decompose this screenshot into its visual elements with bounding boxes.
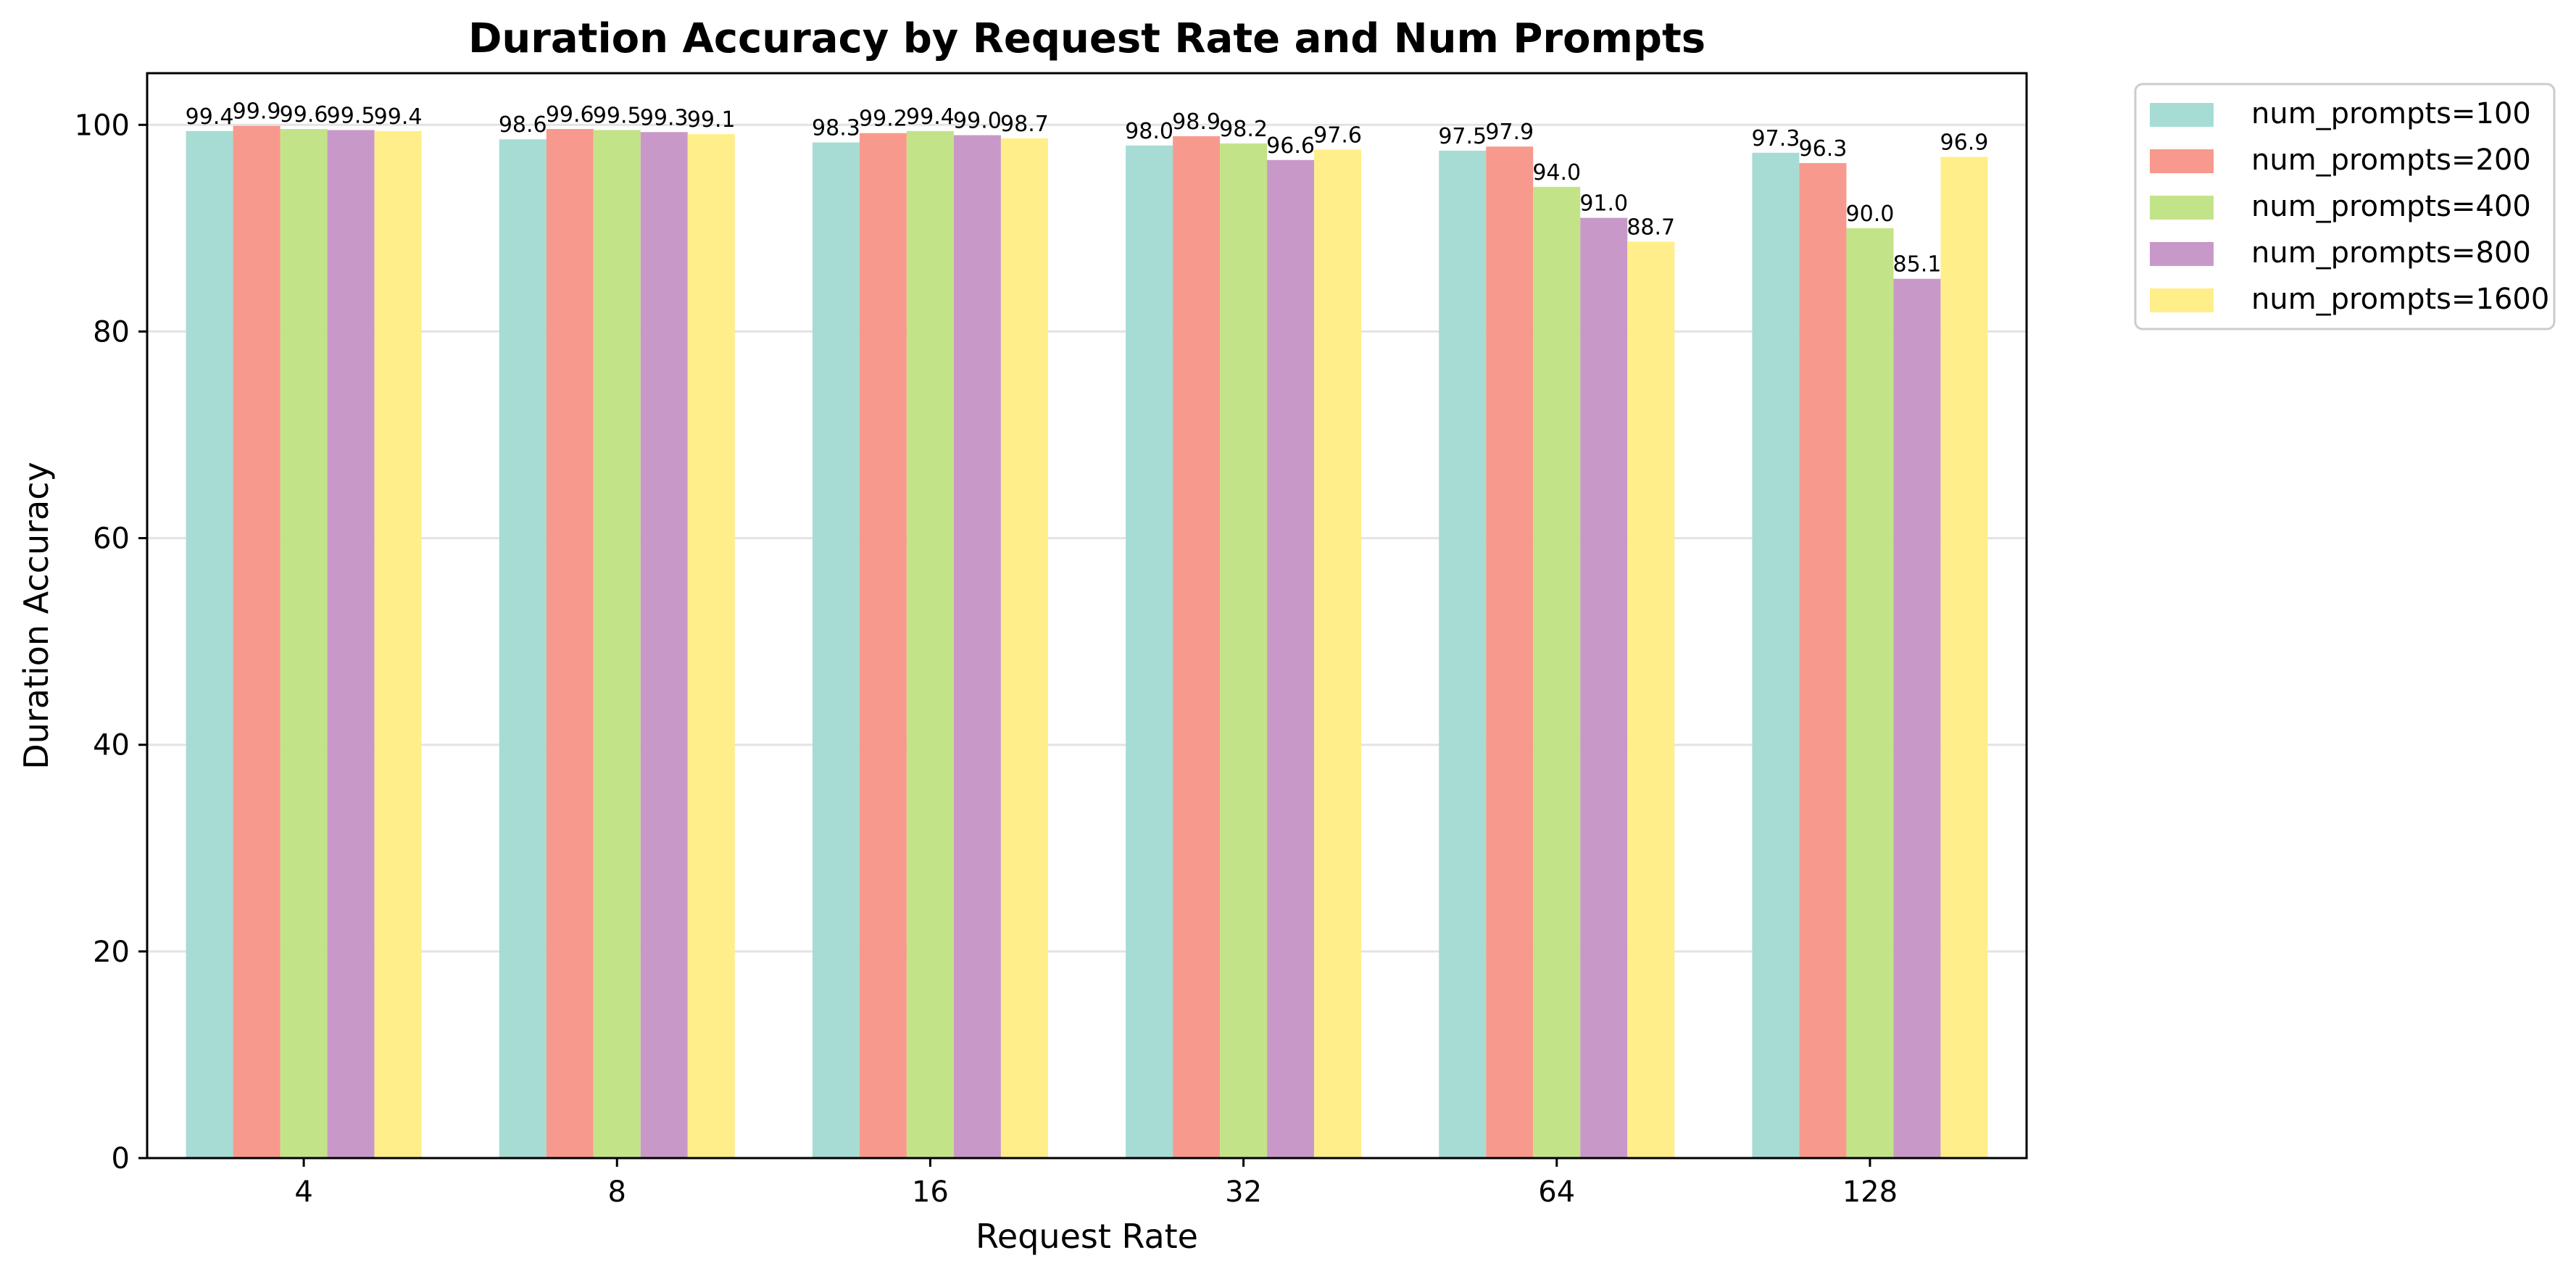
data-label: 99.9 — [233, 99, 281, 125]
bar — [1893, 278, 1941, 1158]
data-label: 96.9 — [1940, 130, 1989, 155]
bar — [1752, 152, 1800, 1158]
data-label: 99.5 — [593, 103, 641, 128]
data-label: 88.7 — [1626, 215, 1675, 240]
data-label: 99.1 — [687, 107, 736, 133]
y-tick-label: 20 — [93, 936, 130, 969]
bar — [640, 132, 688, 1158]
legend-swatch — [2150, 196, 2214, 220]
bars — [186, 125, 1988, 1159]
data-label: 98.6 — [499, 112, 547, 138]
data-label: 98.9 — [1172, 109, 1221, 135]
data-label: 98.0 — [1125, 119, 1173, 144]
data-label: 91.0 — [1579, 191, 1628, 217]
x-tick-label: 128 — [1842, 1175, 1898, 1209]
data-label: 98.2 — [1219, 117, 1268, 142]
bar — [1486, 146, 1534, 1158]
bar — [812, 142, 860, 1159]
data-label: 98.3 — [812, 116, 860, 141]
chart-title: Duration Accuracy by Request Rate and Nu… — [468, 15, 1705, 62]
bar — [953, 135, 1001, 1159]
y-tick-label: 60 — [93, 523, 130, 556]
bar — [327, 130, 375, 1158]
bar — [687, 134, 735, 1158]
x-tick-label: 8 — [608, 1175, 626, 1209]
bar — [233, 125, 281, 1158]
bar — [1846, 228, 1894, 1158]
y-axis-label: Duration Accuracy — [17, 462, 56, 769]
data-label: 96.6 — [1266, 133, 1315, 159]
data-label: 99.6 — [546, 102, 594, 128]
data-label: 97.3 — [1752, 126, 1800, 151]
bar — [1000, 138, 1048, 1158]
legend: num_prompts=100 num_prompts=200 num_prompt… — [2134, 83, 2556, 330]
legend-box — [2134, 83, 2556, 330]
bar — [1940, 157, 1988, 1158]
bar — [499, 139, 547, 1158]
y-tick-label: 100 — [75, 109, 130, 142]
legend-swatch — [2150, 103, 2214, 127]
legend-label: num_prompts=800 — [2251, 236, 2531, 270]
bar — [859, 133, 907, 1159]
bar — [593, 130, 641, 1158]
bar — [374, 130, 422, 1159]
data-label: 94.0 — [1532, 160, 1581, 186]
data-label: 90.0 — [1846, 201, 1895, 227]
bar — [1627, 241, 1675, 1159]
x-tick-label: 64 — [1538, 1175, 1575, 1209]
bar — [1799, 163, 1847, 1159]
data-label: 99.3 — [640, 105, 689, 130]
axes: 0 20 40 60 80 100 4 8 16 32 64 128 — [75, 109, 1898, 1209]
y-tick-label: 80 — [93, 315, 130, 349]
legend-label: num_prompts=100 — [2251, 97, 2531, 130]
x-tick-label: 4 — [294, 1175, 312, 1209]
bar — [1580, 217, 1628, 1159]
bar — [1126, 145, 1173, 1158]
legend-swatch — [2150, 288, 2214, 312]
data-label: 99.2 — [859, 107, 907, 132]
bar — [1267, 159, 1315, 1158]
data-label: 99.4 — [374, 104, 423, 130]
bar — [280, 128, 328, 1159]
data-label: 99.6 — [280, 102, 328, 128]
legend-swatch — [2150, 242, 2214, 266]
bar — [906, 130, 954, 1159]
y-tick-label: 40 — [93, 729, 130, 762]
x-axis-label: Request Rate — [976, 1217, 1198, 1256]
plot-frame — [146, 72, 2028, 1160]
x-tick-label: 16 — [912, 1175, 949, 1209]
data-label: 97.9 — [1485, 120, 1534, 145]
data-label: 96.3 — [1799, 136, 1848, 162]
data-labels: 99.499.999.699.599.4 98.699.699.599.399.1… — [186, 99, 1989, 278]
data-label: 85.1 — [1893, 252, 1942, 278]
data-label: 99.4 — [186, 104, 234, 130]
bar — [1533, 186, 1581, 1158]
x-tick-label: 32 — [1225, 1175, 1262, 1209]
data-label: 97.6 — [1313, 123, 1362, 149]
bar — [1439, 150, 1487, 1158]
y-tick-label: 0 — [112, 1142, 130, 1175]
bar — [546, 128, 594, 1159]
data-label: 97.5 — [1438, 124, 1487, 149]
data-label: 99.5 — [327, 103, 375, 128]
bar — [1220, 143, 1268, 1158]
legend-label: num_prompts=1600 — [2251, 283, 2549, 316]
legend-swatch — [2150, 149, 2214, 173]
data-label: 99.0 — [953, 109, 1002, 134]
bar — [186, 130, 233, 1159]
legend-label: num_prompts=200 — [2251, 143, 2531, 177]
data-label: 98.7 — [1000, 112, 1049, 137]
legend-label: num_prompts=400 — [2251, 190, 2531, 223]
bar — [1173, 136, 1221, 1159]
bar — [1314, 149, 1362, 1159]
data-label: 99.4 — [906, 104, 955, 130]
